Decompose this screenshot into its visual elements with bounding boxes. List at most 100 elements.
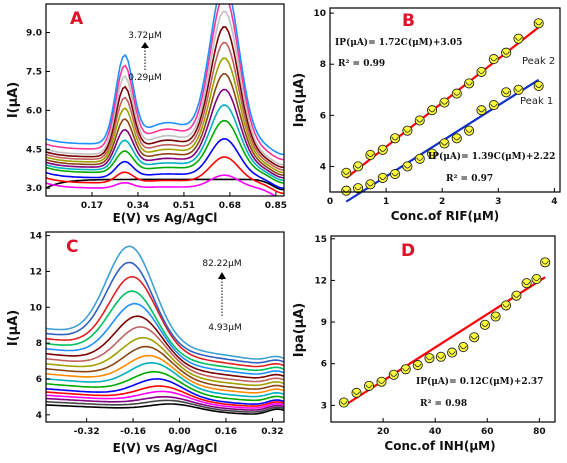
panel-c-curve	[46, 390, 284, 409]
y-tick-label: 8	[320, 60, 326, 70]
data-point	[338, 397, 349, 408]
panel-c-curve	[46, 361, 284, 398]
data-point	[490, 311, 501, 322]
panel-a-annotation-bottom: 0.29μM	[128, 73, 162, 83]
panel-b-letter: B	[402, 11, 415, 31]
data-point	[531, 273, 542, 285]
panel-d-equation: IP(μA)= 0.12C(μM)+2.37	[416, 376, 543, 387]
panel-c-curve	[46, 245, 284, 360]
x-tick-label: 0.17	[81, 201, 103, 211]
panel-b-r2-peak1: R² = 0.97	[446, 174, 493, 184]
x-tick-label: 80	[533, 427, 546, 437]
panel-b-r2-peak2: R² = 0.99	[338, 59, 385, 69]
panel-a-arrowhead	[141, 42, 149, 48]
data-point	[388, 369, 399, 380]
data-point	[533, 80, 544, 91]
panel-b-x-ticks: 0 1 2 3 4	[327, 188, 558, 207]
panel-a-curve	[46, 72, 284, 176]
panel-a-curve	[46, 119, 284, 184]
panel-c: -0.32 -0.16 0.00 0.16 0.32 4 6 8 10 12 14 C E(V) …	[6, 231, 285, 455]
data-point	[476, 105, 487, 116]
panel-c-curve	[46, 345, 284, 390]
data-point	[439, 138, 450, 149]
x-tick-label: 40	[429, 427, 442, 437]
panel-b-y-ticks: 4 6 8 10	[313, 9, 334, 172]
panel-c-curve	[46, 403, 284, 415]
x-tick-label: 0.16	[215, 427, 237, 437]
panel-d-letter: D	[401, 241, 415, 261]
data-point	[365, 179, 376, 190]
y-tick-label: 6	[321, 360, 327, 370]
y-tick-label: 12	[29, 267, 42, 277]
panel-c-curve	[46, 336, 284, 387]
panel-b-equation-peak1: IP(μA)= 1.39C(μM)+2.22	[428, 151, 555, 162]
data-point	[365, 149, 376, 160]
panel-a-curve	[46, 4, 284, 161]
data-point	[540, 257, 551, 268]
data-point	[513, 33, 524, 44]
x-tick-label: 2	[439, 197, 445, 207]
data-point	[488, 54, 499, 65]
y-tick-label: 6	[36, 375, 42, 385]
y-tick-label: 14	[29, 232, 42, 242]
panel-c-curve	[46, 326, 284, 383]
data-point	[341, 185, 352, 196]
panel-a-curve	[46, 26, 284, 169]
panel-c-curve	[46, 354, 284, 394]
y-tick-label: 8	[36, 339, 42, 349]
data-point	[439, 97, 450, 108]
data-point	[402, 125, 413, 136]
panel-c-curve	[46, 378, 284, 405]
panel-a-curve	[46, 156, 284, 195]
x-tick-label: 0	[327, 197, 333, 207]
panel-d-frame	[330, 235, 556, 423]
data-point	[352, 183, 364, 194]
panel-c-curve	[46, 385, 284, 407]
panel-d-marks	[338, 257, 551, 408]
panel-b-xlabel: Conc.of RIF(μM)	[391, 209, 500, 223]
data-point	[400, 364, 411, 375]
data-point	[377, 144, 388, 155]
data-point	[464, 125, 475, 136]
data-point	[412, 360, 423, 371]
panel-a-curve	[46, 10, 284, 166]
y-tick-label: 9	[321, 318, 327, 328]
x-tick-label: 3	[495, 197, 501, 207]
panel-a-y-ticks: 3.0 4.5 6.0 7.5 9.0	[26, 29, 50, 194]
data-point	[376, 376, 387, 387]
panel-b-frame	[329, 7, 561, 193]
panel-a-curve	[46, 174, 278, 196]
data-point	[451, 133, 462, 144]
data-point	[488, 100, 499, 111]
panel-c-curve	[46, 261, 284, 364]
panel-c-letter: C	[66, 237, 78, 257]
panel-a-xlabel: E(V) vs Ag/AgCl	[113, 211, 218, 225]
data-point	[479, 319, 490, 330]
panel-c-curve	[46, 370, 284, 402]
x-tick-label: 0.51	[173, 201, 195, 211]
data-point	[458, 341, 469, 353]
data-point	[469, 332, 480, 343]
x-tick-label: 0.68	[219, 201, 241, 211]
x-tick-label: -0.16	[120, 427, 146, 437]
panel-c-frame	[45, 231, 285, 423]
data-point	[363, 380, 375, 391]
panel-a-curve	[46, 88, 284, 179]
y-tick-label: 3.0	[26, 184, 42, 194]
data-point	[500, 300, 512, 311]
data-point	[451, 88, 462, 99]
panel-c-arrowhead	[218, 272, 226, 279]
data-point	[435, 351, 446, 362]
data-point	[402, 161, 413, 172]
y-tick-label: 4	[320, 162, 326, 172]
panel-d-xlabel: Conc.of INH(μM)	[384, 439, 495, 453]
panel-c-y-ticks: 4 6 8 10 12 14	[29, 232, 50, 421]
data-point	[427, 105, 438, 116]
x-tick-label: 60	[481, 427, 494, 437]
panel-c-curve	[46, 315, 284, 379]
panel-d-r2: R² = 0.98	[420, 399, 467, 409]
y-tick-label: 6	[320, 111, 326, 121]
panel-a-frame	[45, 3, 285, 197]
x-tick-label: 0.00	[168, 427, 190, 437]
data-point	[511, 290, 522, 301]
